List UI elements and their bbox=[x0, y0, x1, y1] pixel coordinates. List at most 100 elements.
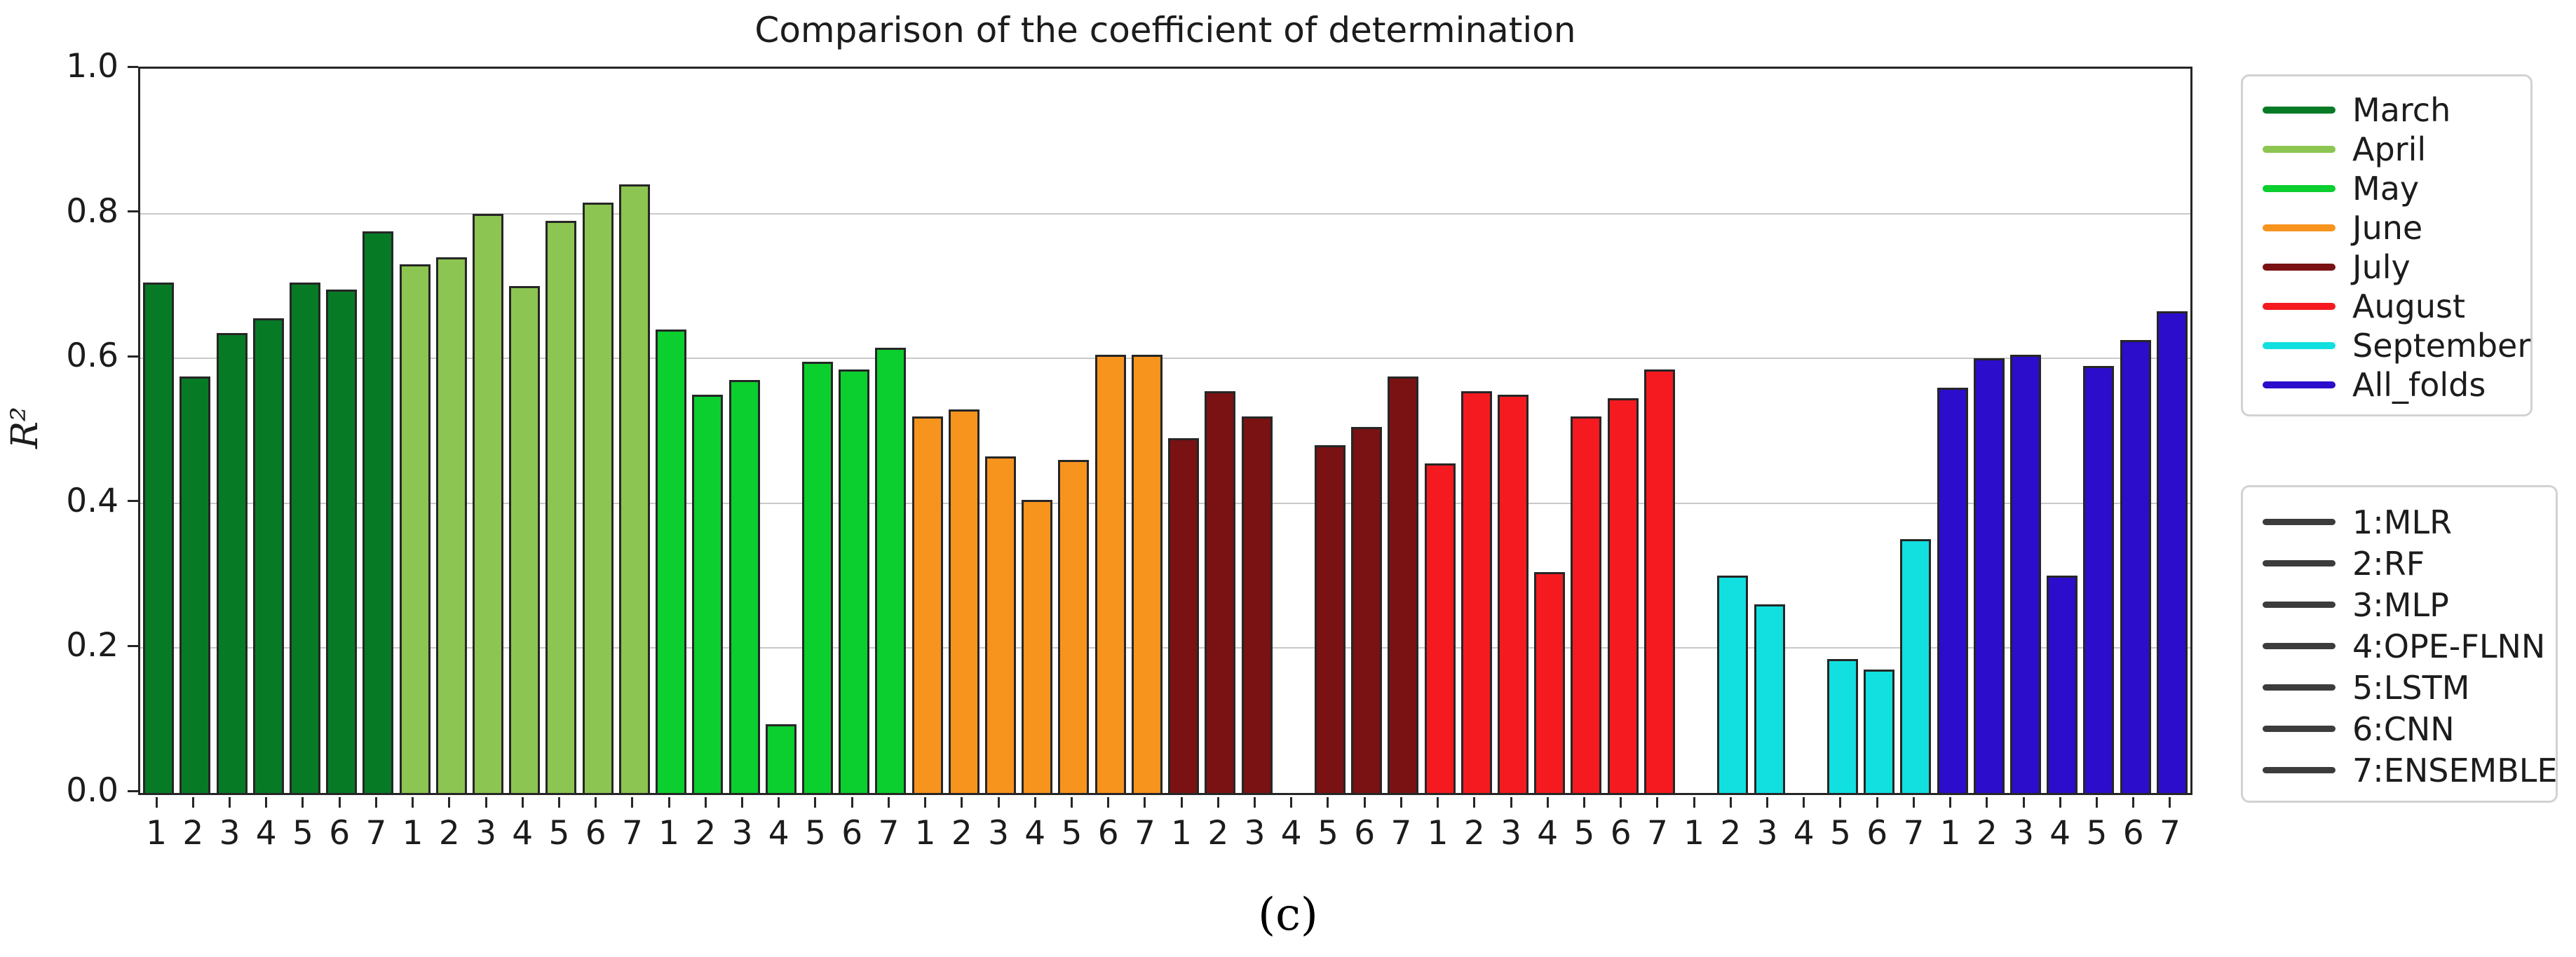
gridline bbox=[140, 212, 2190, 215]
x-tick-label: 1 bbox=[914, 814, 936, 853]
x-tick-label: 6 bbox=[1354, 814, 1376, 853]
x-tick-label: 1 bbox=[658, 814, 680, 853]
legend-item-model-1: 1:MLR bbox=[2263, 501, 2535, 543]
legend-label: June bbox=[2352, 209, 2423, 247]
x-tick-label: 5 bbox=[1061, 814, 1083, 853]
x-tick-mark bbox=[2132, 797, 2135, 808]
bar-september-3 bbox=[1754, 604, 1785, 793]
legend-item-model-4: 4:OPE-FLNN bbox=[2263, 625, 2545, 667]
x-tick-mark bbox=[887, 797, 890, 808]
bar-all_folds-4 bbox=[2047, 576, 2078, 793]
bar-may-7 bbox=[875, 347, 907, 793]
x-tick-mark bbox=[961, 797, 963, 808]
bar-august-4 bbox=[1534, 571, 1566, 793]
bar-april-3 bbox=[473, 213, 504, 793]
x-tick-mark bbox=[1180, 797, 1183, 808]
x-tick-mark bbox=[778, 797, 780, 808]
x-tick-label: 4 bbox=[255, 814, 277, 853]
bar-all_folds-7 bbox=[2156, 311, 2188, 793]
x-tick-label: 2 bbox=[1207, 814, 1229, 853]
legend-color-line-icon bbox=[2263, 767, 2336, 773]
x-tick-mark bbox=[338, 797, 341, 808]
y-tick-label: 0.2 bbox=[66, 626, 118, 665]
legend-label: May bbox=[2352, 170, 2420, 208]
bar-june-2 bbox=[948, 409, 979, 793]
x-tick-label: 5 bbox=[2086, 814, 2108, 853]
x-tick-label: 1 bbox=[402, 814, 423, 853]
legend-color-line-icon bbox=[2263, 381, 2336, 388]
x-tick-mark bbox=[521, 797, 524, 808]
legend-item-august: August bbox=[2263, 287, 2509, 326]
legend-label: 2:RF bbox=[2352, 544, 2425, 583]
x-tick-label: 6 bbox=[1097, 814, 1119, 853]
legend-color-line-icon bbox=[2263, 560, 2336, 566]
x-tick-mark bbox=[850, 797, 853, 808]
x-tick-label: 3 bbox=[1756, 814, 1778, 853]
x-tick-mark bbox=[374, 797, 377, 808]
chart-title: Comparison of the coefficient of determi… bbox=[754, 10, 1576, 50]
bar-may-1 bbox=[656, 329, 687, 793]
bar-june-3 bbox=[985, 456, 1017, 793]
bar-march-7 bbox=[362, 231, 394, 793]
x-tick-label: 6 bbox=[1610, 814, 1632, 853]
gridline bbox=[140, 647, 2190, 649]
bar-june-7 bbox=[1131, 355, 1162, 793]
x-tick-mark bbox=[191, 797, 194, 808]
figure-caption: (c) bbox=[1258, 889, 1318, 941]
legend-item-march: March bbox=[2263, 90, 2509, 130]
y-tick-mark bbox=[128, 355, 138, 358]
x-tick-mark bbox=[1070, 797, 1073, 808]
bar-june-6 bbox=[1094, 355, 1126, 793]
legend-label: 3:MLP bbox=[2352, 585, 2449, 624]
bar-march-6 bbox=[326, 290, 358, 793]
legend-label: July bbox=[2352, 248, 2411, 286]
bar-september-5 bbox=[1826, 658, 1858, 793]
x-tick-label: 1 bbox=[1683, 814, 1705, 853]
legend-label: 7:ENSEMBLE bbox=[2352, 751, 2558, 789]
legend-item-model-5: 5:LSTM bbox=[2263, 667, 2535, 708]
bar-september-6 bbox=[1864, 670, 1895, 793]
x-tick-mark bbox=[1510, 797, 1512, 808]
bar-march-3 bbox=[216, 333, 248, 793]
x-tick-mark bbox=[595, 797, 597, 808]
legend-label: 4:OPE-FLNN bbox=[2352, 627, 2546, 665]
x-tick-label: 4 bbox=[1793, 814, 1815, 853]
bar-june-5 bbox=[1058, 459, 1090, 793]
x-tick-label: 1 bbox=[1171, 814, 1193, 853]
x-tick-mark bbox=[1399, 797, 1402, 808]
bar-july-1 bbox=[1168, 437, 1200, 793]
x-tick-label: 6 bbox=[2122, 814, 2144, 853]
x-tick-label: 7 bbox=[1646, 814, 1668, 853]
x-tick-label: 2 bbox=[951, 814, 972, 853]
y-tick-label: 0.8 bbox=[66, 191, 118, 231]
x-tick-label: 5 bbox=[805, 814, 826, 853]
x-tick-mark bbox=[2059, 797, 2061, 808]
bar-march-1 bbox=[143, 282, 175, 793]
x-tick-mark bbox=[1729, 797, 1732, 808]
x-tick-label: 5 bbox=[1317, 814, 1338, 853]
legend-item-september: September bbox=[2263, 326, 2530, 365]
x-tick-mark bbox=[1546, 797, 1549, 808]
gridline bbox=[140, 502, 2190, 504]
legend-color-line-icon bbox=[2263, 264, 2336, 271]
x-tick-label: 4 bbox=[1280, 814, 1302, 853]
legend-item-june: June bbox=[2263, 208, 2509, 247]
bar-may-6 bbox=[839, 369, 870, 793]
x-tick-mark bbox=[1876, 797, 1878, 808]
bar-may-5 bbox=[801, 362, 833, 793]
bar-all_folds-2 bbox=[1973, 358, 2005, 793]
x-tick-label: 3 bbox=[475, 814, 496, 853]
y-tick-label: 0.4 bbox=[66, 481, 118, 520]
x-tick-label: 2 bbox=[1720, 814, 1742, 853]
x-tick-mark bbox=[814, 797, 817, 808]
bar-may-2 bbox=[692, 394, 724, 793]
bar-all_folds-3 bbox=[2010, 355, 2042, 793]
bar-july-2 bbox=[1205, 391, 1236, 793]
x-tick-mark bbox=[1582, 797, 1585, 808]
x-tick-mark bbox=[557, 797, 560, 808]
y-tick-mark bbox=[128, 500, 138, 503]
x-tick-mark bbox=[1693, 797, 1695, 808]
x-tick-mark bbox=[484, 797, 487, 808]
bar-august-6 bbox=[1607, 398, 1639, 793]
